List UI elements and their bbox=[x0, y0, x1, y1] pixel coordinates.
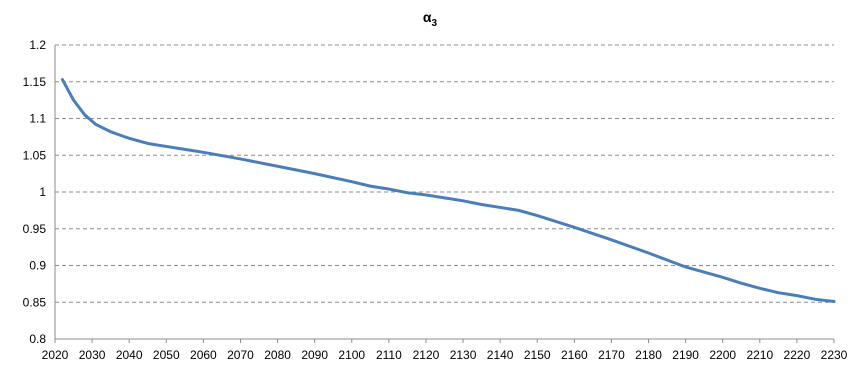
x-tick-label: 2040 bbox=[116, 348, 143, 362]
x-tick-label: 2120 bbox=[413, 348, 440, 362]
x-tick-label: 2150 bbox=[524, 348, 551, 362]
x-tick-label: 2140 bbox=[487, 348, 514, 362]
chart-title-subscript: 3 bbox=[432, 18, 438, 29]
x-tick-labels: 2020 2030 2040 2050 2060 2070 2080 2090 2100 2110… bbox=[42, 348, 848, 362]
gridlines bbox=[55, 44, 834, 303]
y-tick-label: 1.2 bbox=[29, 38, 46, 52]
y-tick-labels: 0.8 0.85 0.9 0.95 1 1.05 1.1 1.15 1.2 bbox=[23, 38, 47, 346]
axes bbox=[54, 45, 835, 343]
x-tick-label: 2130 bbox=[450, 348, 477, 362]
x-tick-label: 2050 bbox=[153, 348, 180, 362]
x-tick-label: 2100 bbox=[338, 348, 365, 362]
y-tick-label: 0.95 bbox=[23, 222, 47, 236]
x-tick-label: 2020 bbox=[42, 348, 69, 362]
y-tick-label: 0.8 bbox=[29, 332, 46, 346]
y-tick-label: 1.05 bbox=[23, 148, 47, 162]
x-tick-label: 2090 bbox=[301, 348, 328, 362]
y-tick-label: 0.9 bbox=[29, 259, 46, 273]
x-tick-label: 2220 bbox=[784, 348, 811, 362]
x-tick-label: 2180 bbox=[635, 348, 662, 362]
x-tick-label: 2230 bbox=[821, 348, 848, 362]
x-tick-label: 2190 bbox=[672, 348, 699, 362]
x-tick-label: 2210 bbox=[746, 348, 773, 362]
series-layer bbox=[60, 78, 836, 304]
y-tick-label: 1.15 bbox=[23, 75, 47, 89]
y-tick-label: 1.1 bbox=[29, 112, 46, 126]
x-tick-label: 2030 bbox=[79, 348, 106, 362]
x-tick-label: 2170 bbox=[598, 348, 625, 362]
x-tick-label: 2200 bbox=[709, 348, 736, 362]
x-tick-label: 2060 bbox=[190, 348, 217, 362]
x-tick-label: 2110 bbox=[376, 348, 402, 362]
x-tick-label: 2080 bbox=[264, 348, 291, 362]
x-tick-label: 2070 bbox=[227, 348, 254, 362]
y-tick-label: 0.85 bbox=[23, 295, 47, 309]
series-line bbox=[60, 78, 836, 304]
chart-title-main: α bbox=[423, 9, 432, 25]
chart-title: α3 bbox=[423, 9, 438, 29]
x-tick-label: 2160 bbox=[561, 348, 588, 362]
y-tick-label: 1 bbox=[39, 185, 46, 199]
